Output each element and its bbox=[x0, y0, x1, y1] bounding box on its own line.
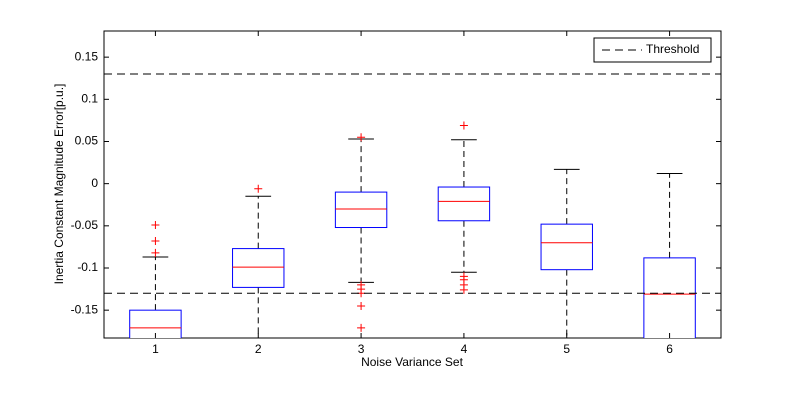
box bbox=[643, 257, 696, 338]
x-tick-label: 3 bbox=[358, 342, 365, 356]
x-tick-label: 1 bbox=[152, 342, 159, 356]
outlier bbox=[254, 184, 263, 193]
box bbox=[232, 248, 285, 288]
y-tick-label: -0.1 bbox=[77, 260, 98, 274]
legend-label: Threshold bbox=[646, 42, 699, 56]
box bbox=[334, 191, 388, 229]
box bbox=[540, 223, 593, 271]
outlier bbox=[151, 220, 160, 229]
y-tick-label: -0.15 bbox=[71, 302, 99, 316]
plot-area bbox=[103, 30, 722, 339]
y-tick-label: 0 bbox=[91, 176, 98, 190]
outlier bbox=[151, 248, 160, 257]
x-tick-label: 4 bbox=[461, 342, 468, 356]
x-tick-label: 2 bbox=[255, 342, 262, 356]
outlier bbox=[357, 323, 366, 332]
outlier bbox=[459, 285, 468, 294]
x-tick-label: 5 bbox=[563, 342, 570, 356]
x-axis-label: Noise Variance Set bbox=[361, 355, 463, 369]
outlier bbox=[357, 301, 366, 310]
outlier bbox=[459, 121, 468, 130]
y-tick-label: 0.15 bbox=[75, 49, 99, 63]
y-tick-label: -0.05 bbox=[71, 218, 99, 232]
outlier bbox=[151, 237, 160, 246]
y-axis-label: Inertia Constant Magnitude Error[p.u.] bbox=[52, 84, 66, 285]
outlier bbox=[357, 133, 366, 142]
box bbox=[437, 186, 491, 222]
legend-box bbox=[593, 37, 712, 63]
x-tick-label: 6 bbox=[666, 342, 673, 356]
y-tick-label: 0.05 bbox=[75, 134, 99, 148]
marks bbox=[104, 73, 721, 338]
y-tick-label: 0.1 bbox=[81, 91, 98, 105]
